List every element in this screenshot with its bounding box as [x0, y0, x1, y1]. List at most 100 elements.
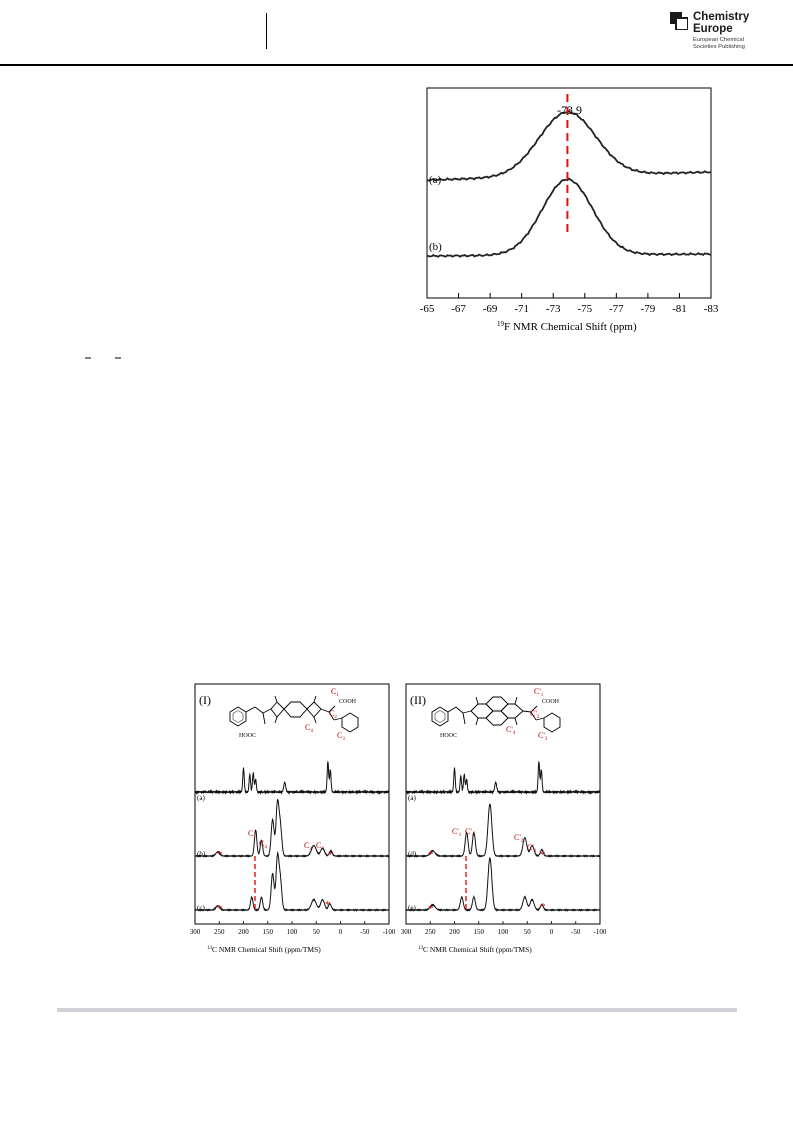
- x-tick-label: 200: [238, 928, 249, 936]
- svg-text:C'2: C'2: [530, 709, 540, 720]
- svg-text:C4: C4: [305, 723, 313, 734]
- svg-text:C1: C1: [248, 829, 256, 840]
- spectra: [405, 760, 601, 913]
- spectrum-line-e: [405, 856, 601, 913]
- x-tick-label: -73: [546, 303, 561, 315]
- svg-text:C'3: C'3: [527, 843, 537, 854]
- svg-text:C'1: C'1: [534, 687, 544, 698]
- x-tick-label: 100: [287, 928, 298, 936]
- chemistry-europe-logo-icon: [670, 12, 688, 30]
- spectrum-line-d: [405, 803, 601, 859]
- fluorine-nmr-figure: -65 -67 -69 -71 -73 -75 -77 -79 -81 -83 -73.9 (a)…: [420, 87, 719, 333]
- panel-label: (I): [199, 693, 211, 707]
- x-tick-label: 300: [401, 928, 412, 936]
- svg-text:HOOC: HOOC: [440, 733, 457, 739]
- x-tick-label: -83: [704, 303, 719, 315]
- spectra: [194, 760, 390, 913]
- svg-text:C'3: C'3: [538, 731, 548, 742]
- svg-text:*: *: [325, 899, 331, 911]
- svg-text:COOH: COOH: [339, 699, 357, 705]
- publisher-subtitle: European Chemical Societies Publishing: [693, 37, 745, 50]
- svg-text:C2: C2: [329, 709, 337, 720]
- x-axis-ticks: 300 250 200 150 100 50 0 -50 -100: [190, 921, 395, 936]
- spectrum-line-b: [426, 177, 712, 258]
- x-tick-label: -67: [451, 303, 466, 315]
- spectrum-line-a: [426, 109, 712, 182]
- spectrum-label-b: (b): [429, 241, 442, 253]
- tiny-marks: [85, 357, 121, 359]
- spectra: [426, 94, 712, 258]
- svg-text:C'2: C'2: [514, 833, 524, 844]
- carbon-nmr-panel-2: (II) HOOC COOH C'1 C'2 C'4 C'3 300 250 200…: [401, 683, 606, 954]
- x-tick-label: 200: [449, 928, 460, 936]
- spectrum-label-c: (c): [197, 904, 205, 912]
- structure-carbon-labels: C'1 C'2 C'4 C'3: [506, 687, 548, 742]
- plot-frame: [426, 87, 712, 299]
- x-tick-label: -71: [514, 303, 529, 315]
- x-tick-label: -50: [360, 928, 370, 936]
- structure-text: HOOC COOH: [440, 699, 560, 739]
- x-axis-ticks: 300 250 200 150 100 50 0 -50 -100: [401, 921, 606, 936]
- svg-text:C3: C3: [337, 731, 345, 742]
- peak-labels: C1 C4 C2 C3 * * * *: [217, 829, 334, 915]
- x-tick-label: 250: [214, 928, 225, 936]
- x-axis-label: 19F NMR Chemical Shift (ppm): [497, 320, 637, 333]
- svg-text:HOOC: HOOC: [239, 733, 256, 739]
- x-tick-label: -65: [420, 303, 435, 315]
- spectrum-label-d: (d): [408, 850, 417, 858]
- spectrum-label-a: (a): [197, 794, 205, 802]
- x-tick-label: -100: [594, 928, 606, 936]
- svg-text:C4: C4: [259, 839, 267, 850]
- publisher-logo: Chemistry Europe European Chemical Socie…: [670, 11, 780, 53]
- x-tick-label: -77: [609, 303, 624, 315]
- footer-divider: [57, 1008, 737, 1012]
- carbon-nmr-panel-1: (I) HOOC COOH C1 C2 C4 C3 300 250 200 150 10…: [190, 683, 395, 954]
- peak-label: -73.9: [557, 103, 582, 117]
- molecular-structure: [229, 695, 359, 733]
- spectrum-line-b: [194, 798, 390, 859]
- svg-text:C'4: C'4: [465, 827, 475, 838]
- spectrum-line-c: [194, 850, 390, 913]
- x-tick-label: 150: [474, 928, 485, 936]
- svg-text:COOH: COOH: [542, 699, 560, 705]
- svg-text:*: *: [328, 849, 334, 861]
- x-axis-ticks: -65 -67 -69 -71 -73 -75 -77 -79 -81 -83: [420, 293, 719, 315]
- x-tick-label: 0: [339, 928, 343, 936]
- svg-text:C1: C1: [331, 687, 339, 698]
- x-tick-label: -81: [672, 303, 687, 315]
- x-tick-label: -69: [483, 303, 498, 315]
- svg-text:*: *: [217, 849, 223, 861]
- x-tick-label: 50: [313, 928, 321, 936]
- spectrum-label-b: (b): [197, 850, 206, 858]
- spectrum-label-a: (a): [429, 174, 442, 186]
- svg-text:*: *: [428, 849, 434, 861]
- x-tick-label: -50: [571, 928, 581, 936]
- plot-frame: [405, 683, 601, 925]
- svg-text:C2: C2: [304, 841, 312, 852]
- x-tick-label: 50: [524, 928, 532, 936]
- svg-text:*: *: [540, 849, 546, 861]
- x-axis-label: 13C NMR Chemical Shift (ppm/TMS): [207, 945, 321, 954]
- plot-frame: [194, 683, 390, 925]
- svg-text:C'4: C'4: [506, 725, 516, 736]
- structure-carbon-labels: C1 C2 C4 C3: [305, 687, 345, 742]
- molecular-structure: [431, 696, 561, 733]
- x-tick-label: 300: [190, 928, 201, 936]
- peak-labels: C'1 C'4 C'2 C'3 * * * *: [428, 827, 546, 915]
- x-tick-label: -79: [641, 303, 656, 315]
- header-divider: [266, 13, 267, 49]
- spectrum-line-a: [405, 760, 601, 795]
- structure-text: HOOC COOH: [239, 699, 357, 739]
- x-tick-label: -100: [383, 928, 395, 936]
- svg-text:*: *: [217, 903, 223, 915]
- x-tick-label: 250: [425, 928, 436, 936]
- x-axis-label: 13C NMR Chemical Shift (ppm/TMS): [418, 945, 532, 954]
- svg-text:*: *: [540, 901, 546, 913]
- spectrum-label-a: (a): [408, 794, 416, 802]
- svg-text:C'1: C'1: [452, 827, 462, 838]
- x-tick-label: 100: [498, 928, 509, 936]
- x-tick-label: 0: [550, 928, 554, 936]
- svg-text:*: *: [428, 903, 434, 915]
- header-rule: [0, 64, 793, 66]
- spectrum-label-e: (e): [408, 904, 416, 912]
